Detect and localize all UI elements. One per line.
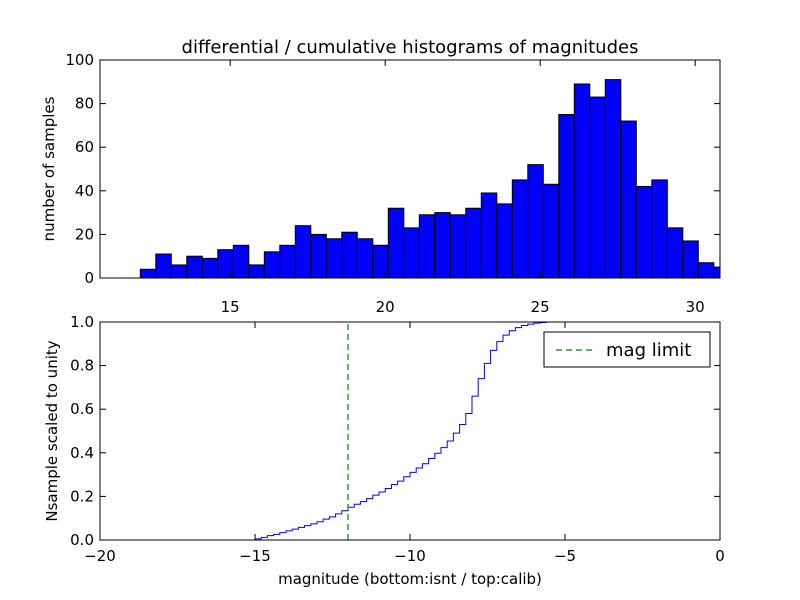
- top-y-tick-label: 0: [84, 269, 94, 287]
- histogram-bar-33: [651, 179, 668, 279]
- histogram-bar-24: [511, 179, 529, 279]
- top-axes-frame: [99, 59, 721, 279]
- histogram-bar-5: [217, 249, 234, 279]
- legend: mag limit: [543, 331, 711, 368]
- histogram-bar-36: [697, 262, 715, 279]
- top-histogram-panel: differential / cumulative histograms of …: [40, 37, 721, 316]
- top-x-tick-label: 30: [686, 298, 705, 316]
- bottom-y-tick-label: 1.0: [70, 313, 94, 331]
- bottom-ticks: −20 −15 −10 −5 0 0.0 0.2 0.4 0.6 0.8 1.0: [70, 313, 725, 565]
- legend-label-mag-limit: mag limit: [606, 340, 691, 361]
- histogram-bar-27: [558, 114, 575, 279]
- histogram-bar-3: [186, 255, 203, 279]
- histogram-bar-35: [682, 240, 699, 279]
- bottom-y-axis-label: Nsample scaled to unity: [43, 340, 61, 521]
- histogram-bar-12: [325, 238, 343, 279]
- bottom-x-tick-label: −5: [554, 547, 576, 565]
- bottom-x-tick-label: −15: [239, 547, 271, 565]
- bottom-lines: [100, 321, 719, 541]
- bottom-y-tick-label: 0.6: [70, 400, 94, 418]
- histogram-bar-2: [170, 264, 188, 279]
- histogram-bar-23: [496, 203, 513, 279]
- top-y-tick-label: 60: [75, 138, 94, 156]
- top-x-tick-label: 15: [221, 298, 240, 316]
- bottom-x-axis-label: magnitude (bottom:isnt / top:calib): [278, 570, 542, 588]
- cumulative-step-line: [100, 321, 719, 541]
- histogram-bar-20: [449, 214, 467, 279]
- histogram-bar-10: [294, 225, 312, 279]
- bottom-y-tick-label: 0.4: [70, 444, 94, 462]
- bottom-y-tick-label: 0.8: [70, 357, 94, 375]
- histogram-bar-25: [527, 164, 544, 279]
- histogram-bar-37: [713, 266, 721, 279]
- histogram-bar-29: [589, 96, 606, 279]
- bottom-y-tick-label: 0.0: [70, 531, 94, 549]
- histogram-bar-17: [403, 227, 420, 279]
- bottom-x-tick-label: 0: [715, 547, 725, 565]
- histogram-bar-9: [279, 244, 296, 279]
- histogram-bar-6: [232, 244, 250, 279]
- histogram-bar-18: [418, 214, 436, 279]
- bottom-x-tick-label: −10: [394, 547, 426, 565]
- histogram-bar-14: [356, 238, 374, 279]
- histogram-bar-16: [387, 207, 405, 279]
- histogram-bar-1: [155, 253, 172, 279]
- histogram-bar-32: [635, 185, 653, 279]
- histogram-bar-21: [465, 207, 482, 279]
- top-y-tick-label: 100: [65, 51, 94, 69]
- histogram-bar-34: [666, 227, 684, 279]
- histogram-bar-26: [542, 183, 560, 279]
- histogram-bar-28: [573, 83, 591, 279]
- histogram-bar-31: [620, 120, 637, 279]
- histogram-bar-4: [201, 257, 219, 279]
- histogram-bar-7: [248, 264, 265, 279]
- top-y-axis-label: number of samples: [40, 96, 58, 241]
- histogram-bar-19: [434, 212, 451, 279]
- histogram-bar-11: [310, 233, 327, 279]
- bottom-y-tick-label: 0.2: [70, 487, 94, 505]
- top-x-tick-label: 20: [376, 298, 395, 316]
- histogram-bar-30: [604, 79, 622, 279]
- histogram-bar-15: [372, 244, 389, 279]
- top-y-tick-label: 20: [75, 225, 94, 243]
- chart-title: differential / cumulative histograms of …: [182, 37, 639, 58]
- top-x-tick-label: 25: [531, 298, 550, 316]
- bottom-x-tick-label: −20: [84, 547, 116, 565]
- histogram-bar-0: [139, 268, 157, 279]
- histogram-bar-22: [480, 192, 498, 279]
- histogram-bar-8: [263, 251, 281, 279]
- top-y-tick-label: 80: [75, 95, 94, 113]
- top-y-tick-label: 40: [75, 182, 94, 200]
- bottom-axes-frame: [99, 321, 721, 541]
- top-ticks: 15 20 25 30 0 20 40 60 80 100: [65, 51, 720, 316]
- bottom-cumulative-panel: magnitude (bottom:isnt / top:calib) Nsam…: [43, 313, 725, 588]
- histogram-bar-13: [341, 231, 358, 279]
